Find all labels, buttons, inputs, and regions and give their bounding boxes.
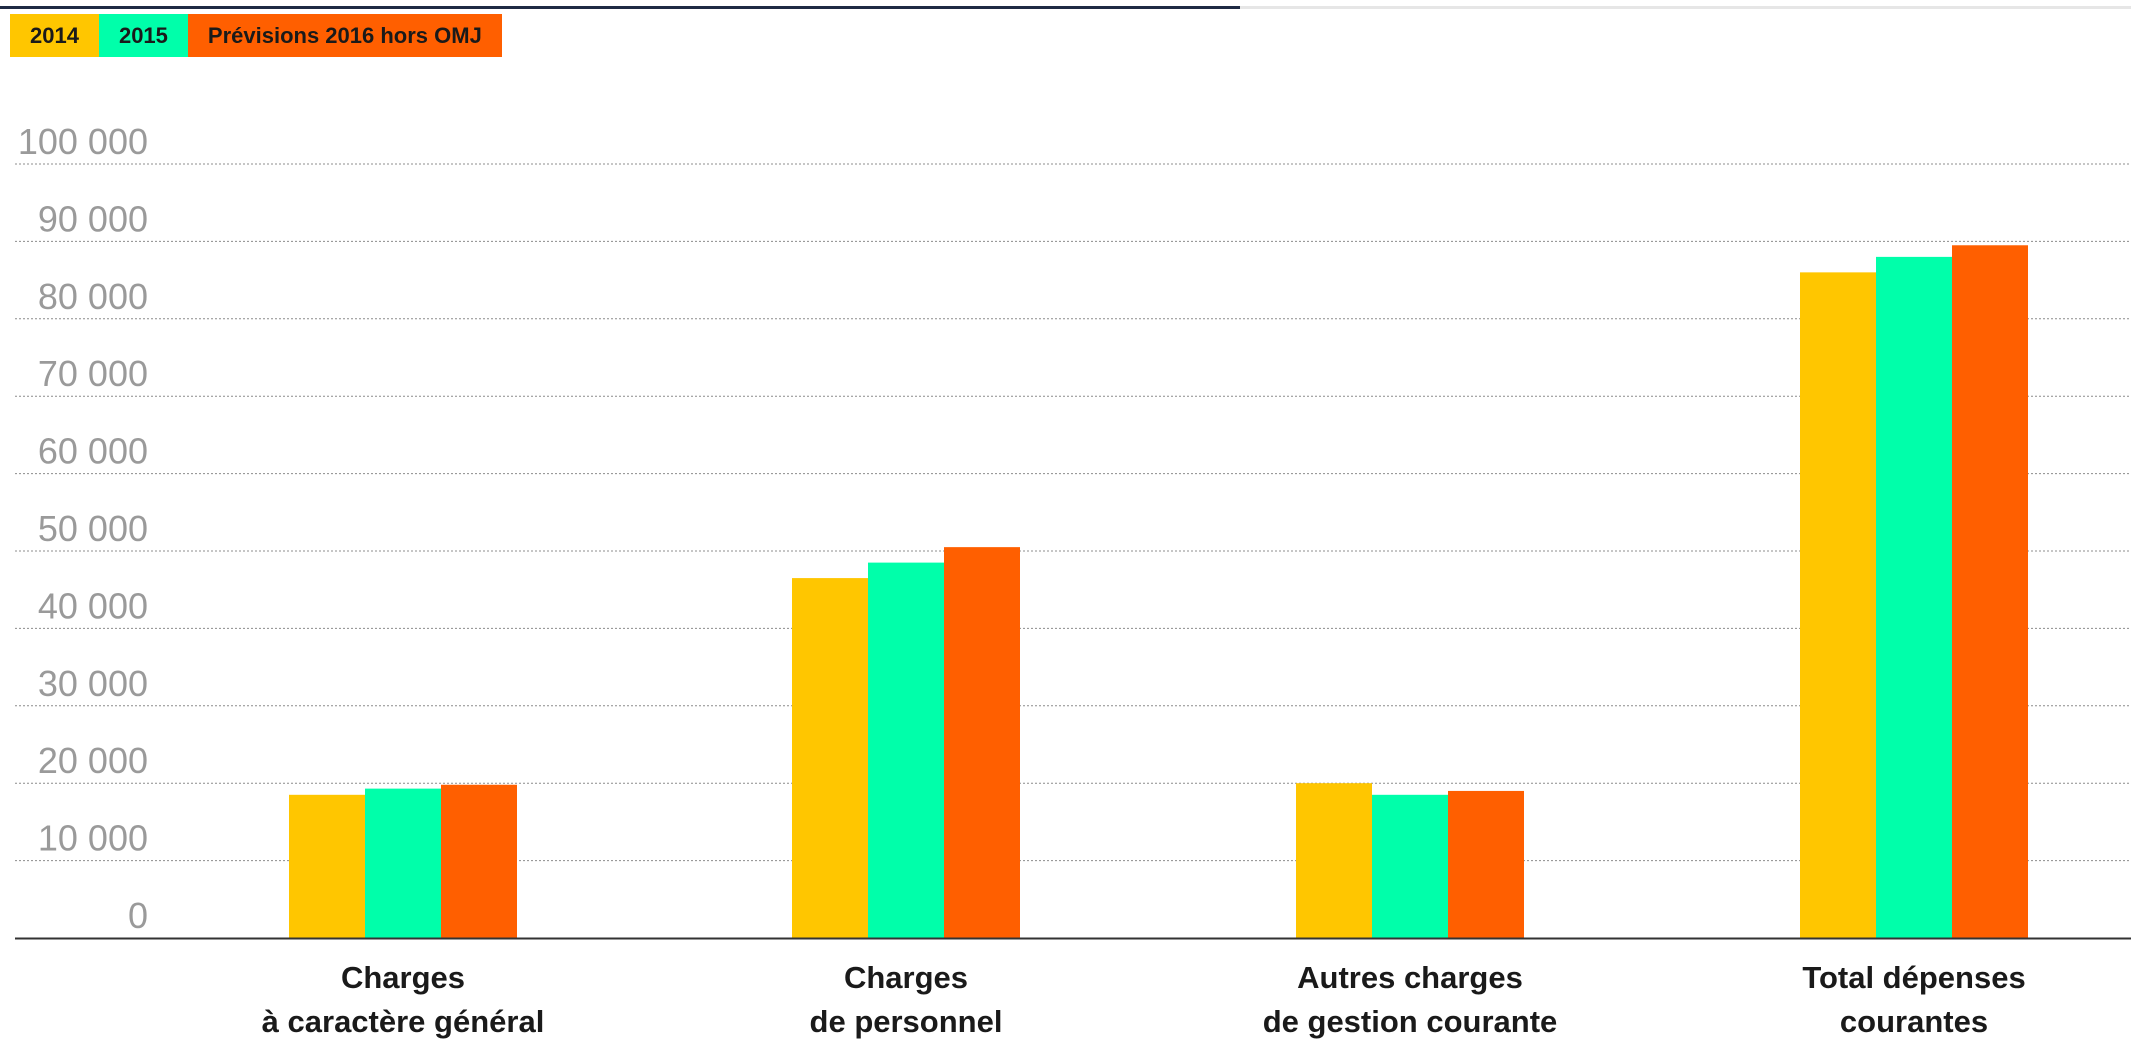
- bar: [365, 788, 441, 938]
- bar: [289, 794, 365, 938]
- y-tick-label: 80 000: [38, 276, 148, 317]
- y-tick-label: 50 000: [38, 508, 148, 549]
- bar: [1372, 794, 1448, 938]
- top-rule-light: [1240, 6, 2131, 9]
- y-tick-label: 100 000: [18, 121, 148, 162]
- category-labels: Charges à caractère général Charges de pers…: [262, 960, 2026, 1039]
- bar: [1800, 272, 1876, 938]
- chart-legend: 2014 2015 Prévisions 2016 hors OMJ: [10, 14, 502, 57]
- bar: [792, 578, 868, 938]
- category-label: Charges de personnel: [810, 960, 1003, 1039]
- bar: [1952, 245, 2028, 938]
- legend-item-forecast-2016: Prévisions 2016 hors OMJ: [187, 14, 502, 57]
- y-tick-label: 20 000: [38, 740, 148, 781]
- bar: [944, 547, 1020, 938]
- bar: [1448, 790, 1524, 938]
- y-tick-label: 0: [128, 895, 148, 936]
- y-tick-label: 70 000: [38, 353, 148, 394]
- y-tick-label: 90 000: [38, 198, 148, 239]
- bar: [441, 784, 517, 938]
- legend-item-2015: 2015: [98, 14, 188, 57]
- bar: [1296, 783, 1372, 938]
- bar: [1876, 256, 1952, 938]
- bar: [868, 562, 944, 938]
- y-tick-label: 60 000: [38, 431, 148, 472]
- legend-item-2014: 2014: [10, 14, 99, 57]
- top-rule: [0, 6, 1240, 9]
- category-label: Total dépenses courantes: [1802, 960, 2025, 1039]
- gridlines: [15, 163, 2131, 862]
- y-tick-label: 40 000: [38, 585, 148, 626]
- category-label: Charges à caractère général: [262, 960, 545, 1039]
- y-axis-ticks: 0 10 000 20 000 30 000 40 000 50 000 60 000 70 …: [18, 121, 148, 936]
- y-tick-label: 30 000: [38, 663, 148, 704]
- y-tick-label: 10 000: [38, 818, 148, 859]
- bars: [289, 245, 2028, 938]
- category-label: Autres charges de gestion courante: [1263, 960, 1558, 1039]
